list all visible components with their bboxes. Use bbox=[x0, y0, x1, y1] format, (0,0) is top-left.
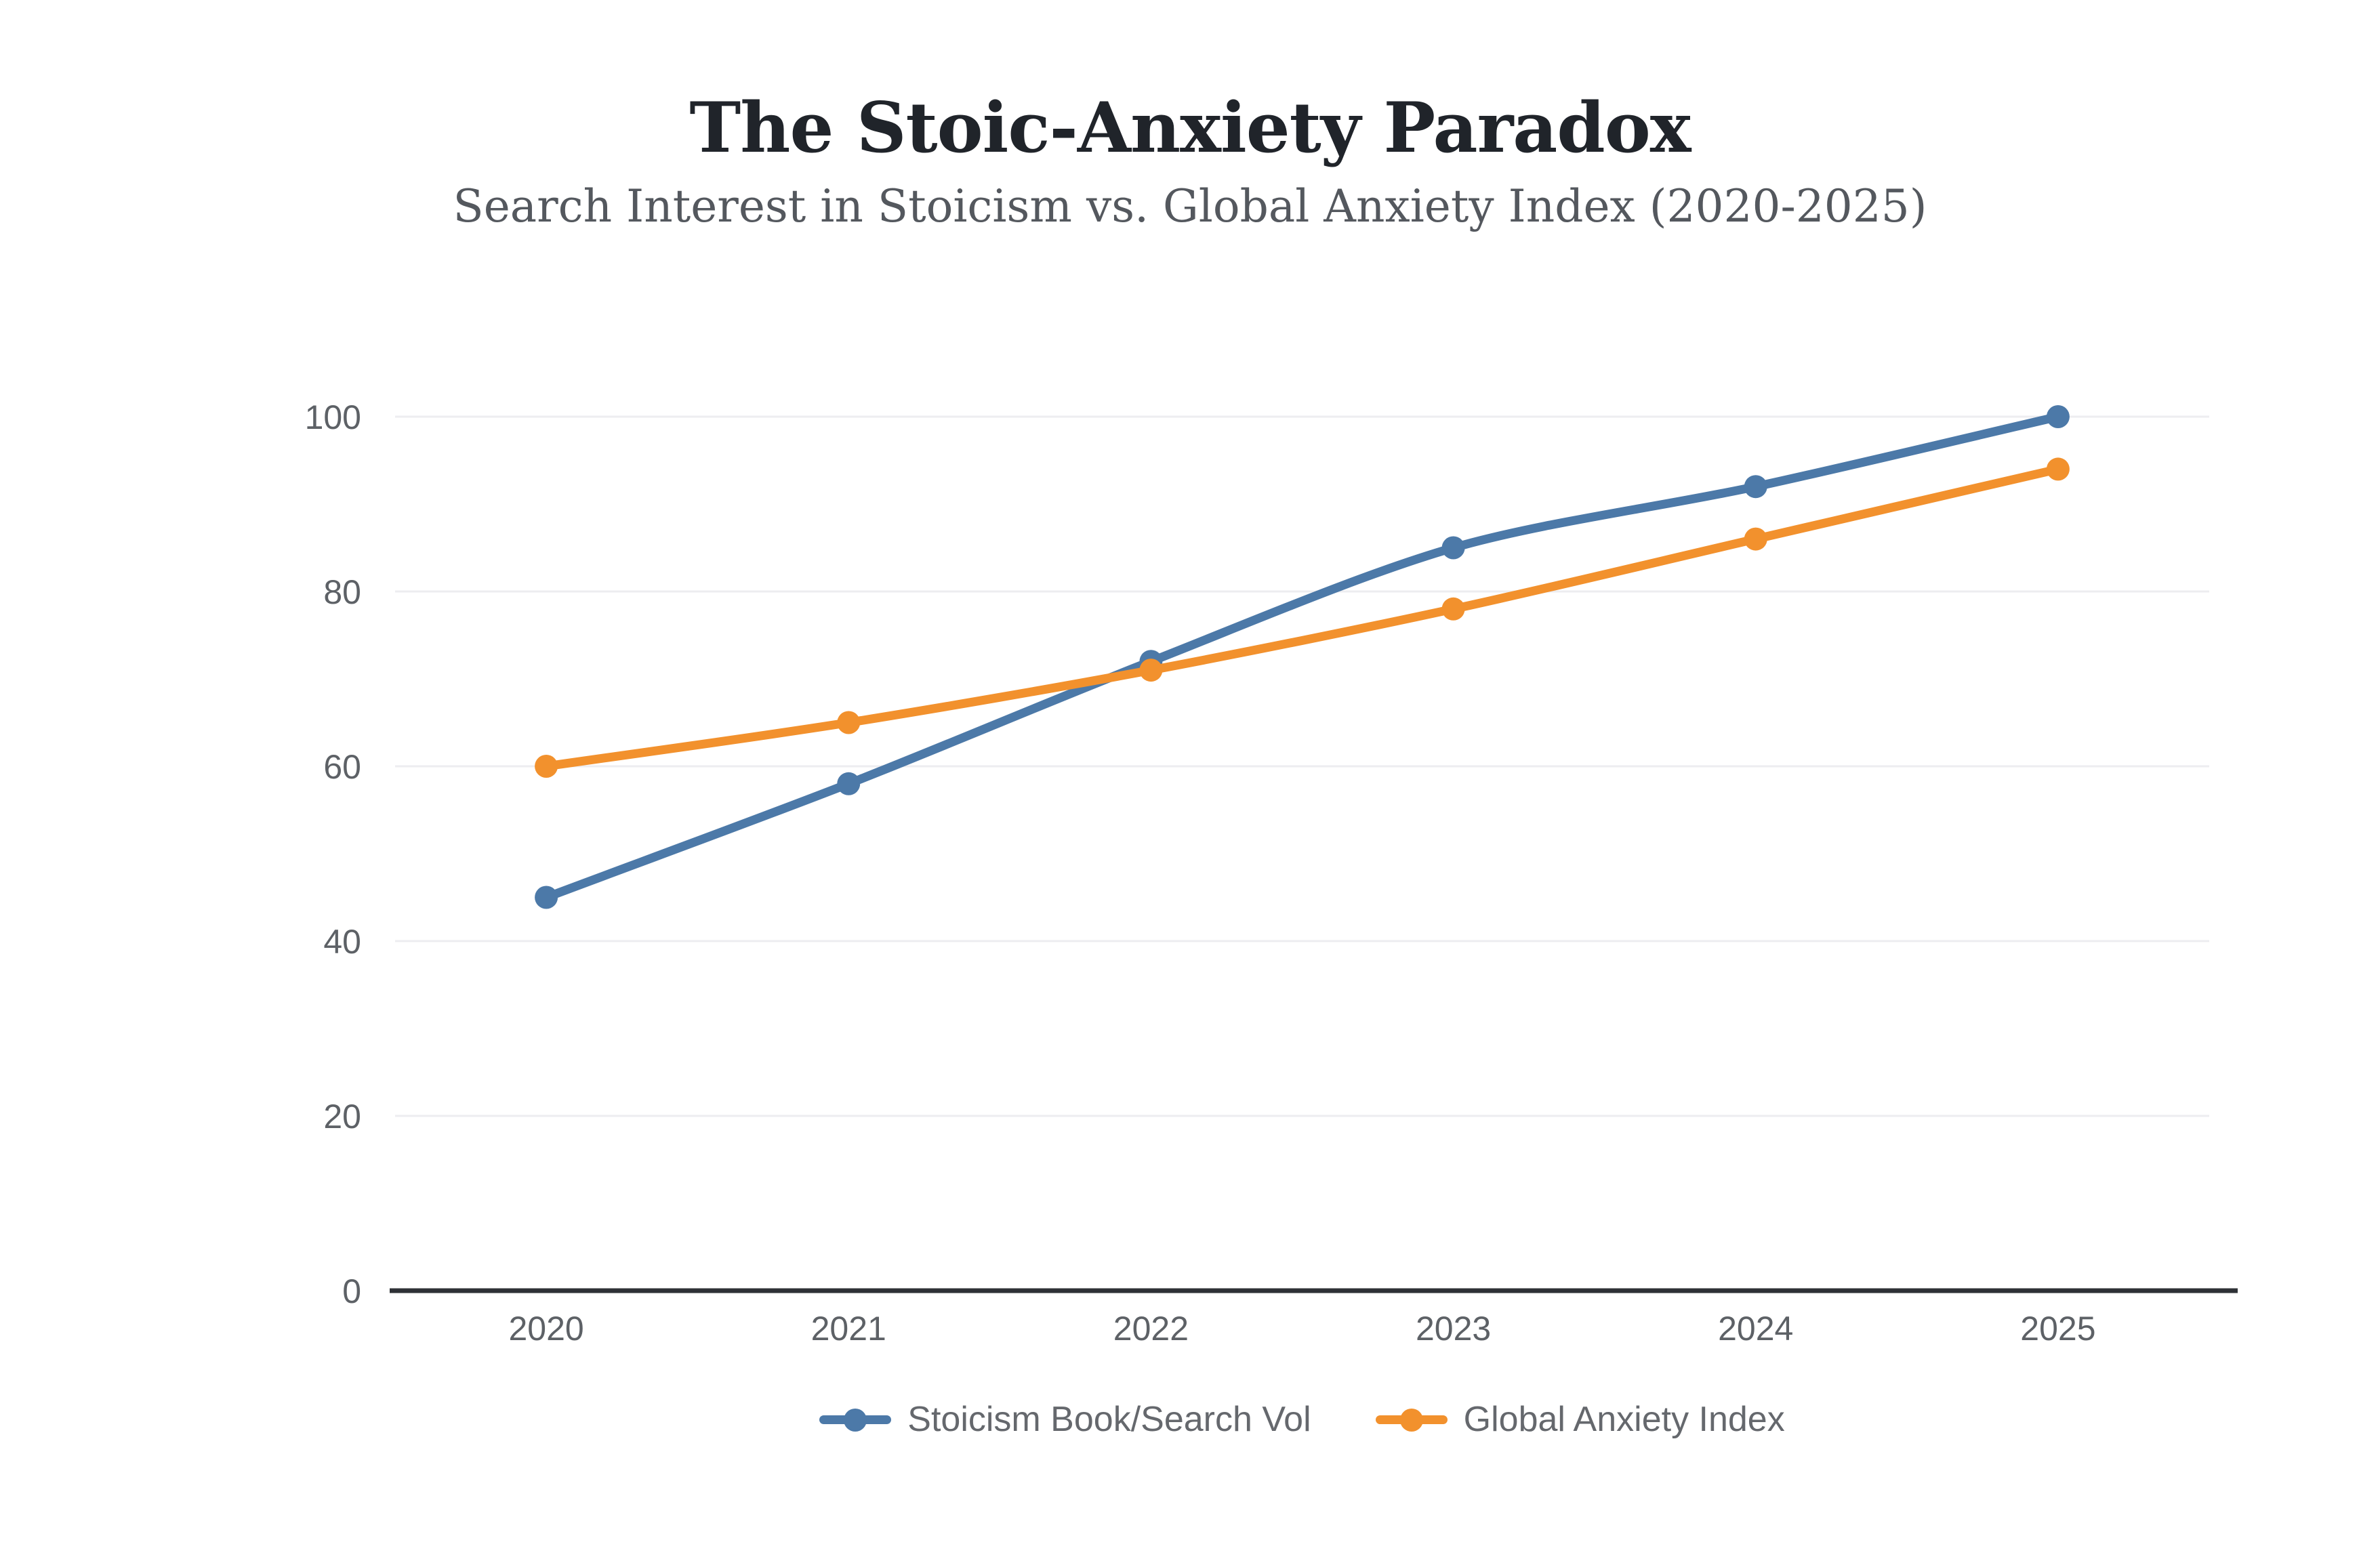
x-tick-label: 2025 bbox=[2020, 1310, 2095, 1348]
y-tick-label: 60 bbox=[323, 748, 361, 786]
y-tick-label: 40 bbox=[323, 923, 361, 961]
legend-label-stoicism: Stoicism Book/Search Vol bbox=[907, 1400, 1311, 1439]
chart-title: The Stoic-Anxiety Paradox bbox=[689, 87, 1691, 169]
legend-line-marker-icon bbox=[819, 1408, 892, 1432]
y-tick-label: 80 bbox=[323, 573, 361, 611]
data-point-series-0 bbox=[837, 772, 861, 795]
series-line-0 bbox=[541, 412, 2063, 902]
legend-item-anxiety[interactable]: Global Anxiety Index bbox=[1375, 1400, 1785, 1439]
data-point-series-0 bbox=[1441, 536, 1465, 560]
y-tick-label: 20 bbox=[323, 1098, 361, 1136]
legend-dot-icon bbox=[1399, 1408, 1423, 1432]
legend-label-anxiety: Global Anxiety Index bbox=[1463, 1400, 1785, 1439]
chart-subtitle: Search Interest in Stoicism vs. Global A… bbox=[453, 180, 1927, 232]
legend-dot-icon bbox=[844, 1408, 867, 1432]
data-point-series-1 bbox=[535, 755, 558, 778]
x-tick-label: 2022 bbox=[1113, 1310, 1189, 1348]
data-point-series-1 bbox=[1441, 597, 1465, 621]
legend-item-stoicism[interactable]: Stoicism Book/Search Vol bbox=[819, 1402, 1311, 1437]
data-point-series-0 bbox=[1744, 475, 1767, 499]
data-point-series-1 bbox=[837, 711, 861, 734]
series-line-1 bbox=[541, 464, 2063, 771]
x-tick-label: 2021 bbox=[811, 1310, 886, 1348]
data-point-series-0 bbox=[2046, 405, 2070, 428]
data-point-series-1 bbox=[1139, 659, 1163, 682]
legend: Stoicism Book/Search Vol Global Anxiety … bbox=[395, 1390, 2209, 1449]
y-tick-label: 100 bbox=[305, 398, 361, 436]
x-tick-label: 2024 bbox=[1718, 1310, 1793, 1348]
data-point-series-0 bbox=[535, 886, 558, 909]
y-tick-label: 0 bbox=[342, 1272, 361, 1310]
x-tick-label: 2023 bbox=[1416, 1310, 1491, 1348]
x-tick-label: 2020 bbox=[508, 1310, 583, 1348]
data-point-series-1 bbox=[2046, 457, 2070, 481]
legend-line-marker-icon bbox=[1375, 1408, 1448, 1432]
data-point-series-1 bbox=[1744, 527, 1767, 551]
